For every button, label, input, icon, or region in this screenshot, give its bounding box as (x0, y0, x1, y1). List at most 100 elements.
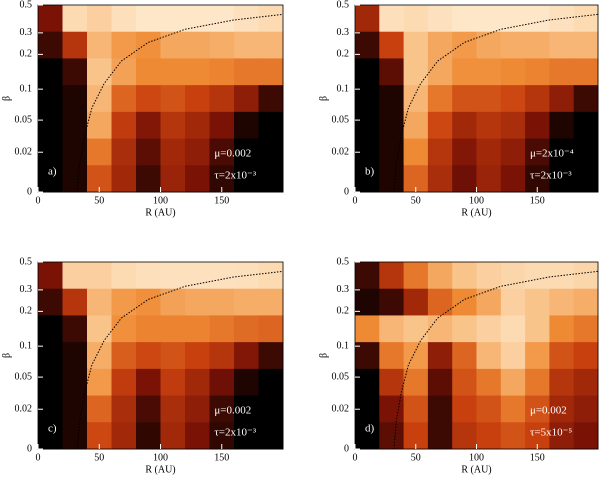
heat-cell (209, 58, 235, 86)
y-tick-label: 0.5 (337, 0, 350, 10)
x-axis-label: R (AU) (145, 464, 175, 475)
heat-cell (87, 31, 112, 59)
heat-cell (525, 58, 550, 86)
heat-cell (549, 138, 575, 166)
heat-cell (160, 262, 186, 290)
heat-cell (573, 5, 599, 33)
heat-cell (355, 111, 380, 140)
heat-cell (549, 111, 575, 140)
heat-cell (234, 138, 259, 166)
heat-cell (525, 342, 550, 370)
y-axis-label: β (318, 353, 329, 358)
heat-cell (136, 165, 161, 193)
heat-cell (87, 288, 112, 316)
heat-cell (379, 368, 405, 397)
annotation: τ=2x10⁻³ (530, 170, 572, 182)
heat-cell (549, 368, 575, 397)
heat-cell (136, 395, 161, 423)
heat-cell (549, 342, 575, 370)
heat-cell (500, 395, 526, 423)
heat-cell (427, 31, 453, 59)
heat-cell (160, 368, 186, 397)
heat-cell (160, 85, 186, 113)
y-tick-label: 0.3 (337, 284, 350, 295)
heat-cell (38, 368, 63, 397)
heat-cell (427, 368, 453, 397)
heat-cell (525, 111, 550, 140)
x-tick-label: 150 (530, 195, 545, 206)
heat-cell (185, 395, 210, 423)
heat-cell (500, 111, 526, 140)
heat-cell (258, 315, 284, 343)
heat-cell (525, 395, 550, 423)
heat-cell (379, 422, 405, 450)
heat-cell (379, 85, 405, 113)
y-tick-label: 0.02 (15, 147, 33, 158)
x-tick-label: 150 (214, 195, 229, 206)
heat-cell (355, 165, 380, 193)
heat-cell (234, 342, 259, 370)
annotation: μ=0.002 (530, 405, 567, 417)
heat-cell (62, 31, 88, 59)
heat-cell (185, 165, 210, 193)
heat-cell (185, 262, 210, 290)
heat-cell (38, 422, 63, 450)
heat-cell (525, 85, 550, 113)
heat-cell (500, 58, 526, 86)
heat-cell (355, 85, 380, 113)
heat-cell (62, 288, 88, 316)
heat-cell (87, 368, 112, 397)
heat-cell (549, 422, 575, 450)
heat-cell (476, 111, 502, 140)
heat-cell (160, 395, 186, 423)
heat-cell (500, 422, 526, 450)
heat-cell (525, 288, 550, 316)
heat-cell (525, 31, 550, 59)
heat-cell (111, 58, 137, 86)
y-tick-label: 0.5 (20, 256, 33, 267)
x-axis-label: R (AU) (461, 464, 491, 475)
heat-cell (111, 288, 137, 316)
y-tick-label: 0.05 (332, 114, 350, 125)
x-tick-label: 0 (353, 195, 358, 206)
heat-cell (185, 85, 210, 113)
y-tick-label: 0 (344, 443, 349, 454)
model-curve (393, 270, 599, 450)
y-tick-label: 0 (27, 443, 32, 454)
heat-cell (111, 31, 137, 59)
heat-cell (452, 395, 477, 423)
heat-cell (525, 5, 550, 33)
heat-cell (38, 315, 63, 343)
heat-cell (403, 395, 429, 423)
heat-cell (549, 315, 575, 343)
heat-cell (573, 111, 599, 140)
heat-cell (452, 111, 477, 140)
heat-cell (500, 138, 526, 166)
heat-cell (209, 5, 235, 33)
model-curve (76, 13, 284, 193)
heat-cell (476, 368, 502, 397)
heat-cell (234, 31, 259, 59)
heat-cell (258, 138, 284, 166)
heat-cell (62, 165, 88, 193)
heat-cell (258, 85, 284, 113)
heat-cell (403, 31, 429, 59)
x-tick-label: 150 (530, 452, 545, 463)
y-tick-label: 0 (344, 186, 349, 197)
heat-cell (525, 368, 550, 397)
heat-cell (500, 5, 526, 33)
heat-cell (185, 58, 210, 86)
heat-cell (355, 5, 380, 33)
x-tick-label: 0 (36, 195, 41, 206)
heat-cell (87, 138, 112, 166)
heat-cell (452, 288, 477, 316)
heat-cell (452, 315, 477, 343)
model-curve (76, 270, 284, 450)
x-tick-label: 50 (94, 195, 104, 206)
heat-cell (62, 58, 88, 86)
y-tick-label: 0.02 (332, 404, 350, 415)
heat-cell (500, 288, 526, 316)
heat-cell (355, 58, 380, 86)
heat-cell (403, 58, 429, 86)
heat-cell (111, 342, 137, 370)
